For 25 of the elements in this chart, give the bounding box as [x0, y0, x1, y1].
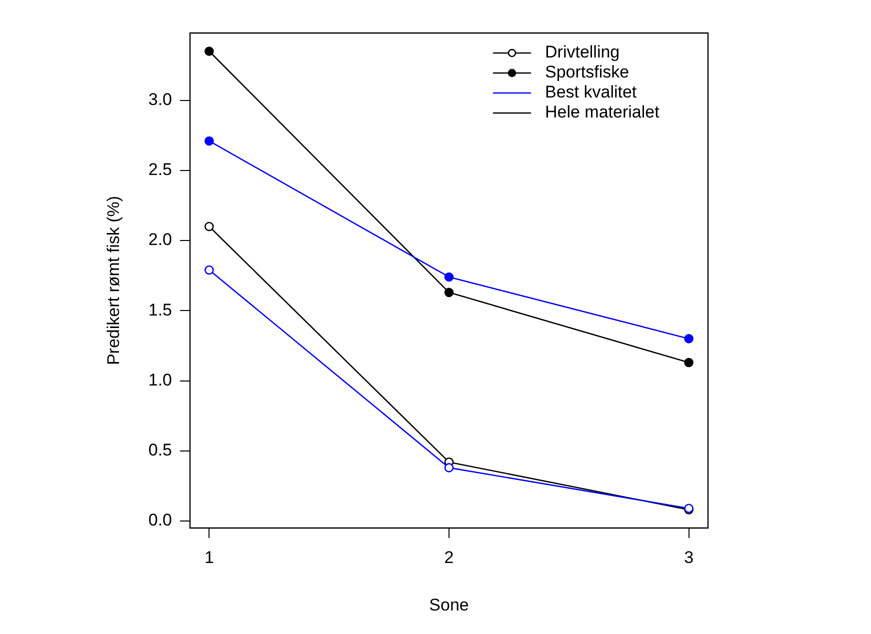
legend-label: Sportsfiske	[545, 62, 630, 82]
point	[444, 272, 454, 282]
point	[684, 358, 694, 368]
x-tick-label: 1	[204, 548, 214, 567]
y-tick-label: 3.0	[148, 90, 172, 109]
point	[204, 222, 214, 232]
y-tick-label: 1.0	[148, 370, 172, 390]
point	[204, 136, 214, 146]
x-tick-label: 2	[444, 548, 454, 567]
y-tick-label: 0.0	[148, 510, 172, 530]
y-tick-label: 2.0	[148, 230, 172, 250]
point	[444, 288, 454, 298]
point	[684, 334, 694, 344]
x-axis-title: Sone	[429, 595, 469, 614]
legend-label: Drivtelling	[545, 42, 620, 62]
point	[444, 463, 454, 472]
annotation: Best kvalitet	[545, 82, 637, 102]
y-tick-label: 1.5	[148, 300, 172, 320]
y-tick-label: 2.5	[148, 160, 172, 180]
y-axis-title: Predikert rømt fisk (%)	[104, 196, 123, 366]
x-tick-label: 3	[684, 548, 694, 567]
point	[204, 46, 214, 56]
annotation: Hele materialet	[545, 102, 660, 122]
point	[204, 265, 214, 275]
y-tick-label: 0.5	[148, 440, 172, 460]
